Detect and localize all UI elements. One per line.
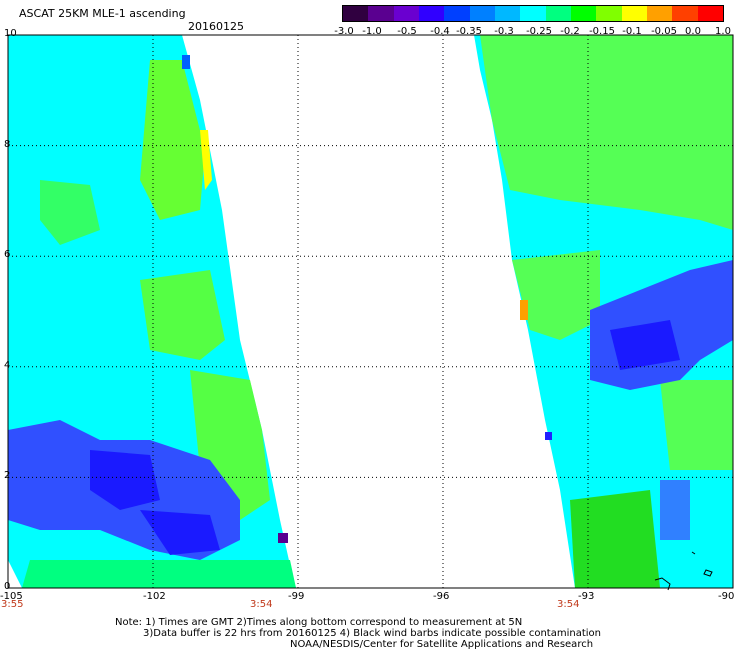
y-axis-tick-label: 0 bbox=[4, 581, 11, 592]
color-scale-label: -0.15 bbox=[589, 26, 615, 37]
color-scale-swatch bbox=[368, 6, 394, 21]
left-swath-patch bbox=[22, 560, 296, 588]
color-scale-label: 1.0 bbox=[715, 26, 731, 37]
map-date: 20160125 bbox=[188, 20, 244, 33]
color-scale-swatch bbox=[697, 6, 723, 21]
color-scale-label: 0.0 bbox=[685, 26, 701, 37]
color-scale-swatch bbox=[545, 6, 571, 21]
y-axis-tick-label: 10 bbox=[4, 28, 17, 39]
x-axis-tick-label: -96 bbox=[433, 591, 450, 602]
color-scale-swatch bbox=[418, 6, 445, 21]
right-swath-patch bbox=[512, 250, 600, 340]
x-axis-tick-label: -102 bbox=[143, 591, 166, 602]
time-right-start: 3:54 bbox=[557, 599, 580, 610]
plot-frame bbox=[7, 34, 734, 589]
color-scale-labels: -3.0 -1.0 -0.5 -0.4 -0.35 -0.3 -0.25 -0.2 -0.15-… bbox=[330, 26, 740, 38]
note-line-3: NOAA/NESDIS/Center for Satellite Applica… bbox=[290, 639, 594, 650]
grid-lines bbox=[8, 35, 733, 588]
data-swaths bbox=[8, 35, 733, 588]
right-swath-blue bbox=[610, 320, 680, 370]
color-scale-swatch bbox=[343, 6, 369, 21]
color-scale-bar bbox=[342, 5, 724, 22]
left-swath-patch bbox=[40, 180, 100, 245]
color-scale-swatch bbox=[444, 6, 470, 21]
color-scale-label: -1.0 bbox=[362, 26, 382, 37]
left-swath-blue bbox=[90, 450, 160, 510]
left-swath-pixel bbox=[182, 55, 190, 69]
note-line-1: Note: 1) Times are GMT 2)Times along bot… bbox=[115, 617, 523, 628]
color-scale-label: -0.3 bbox=[494, 26, 514, 37]
color-scale-swatch bbox=[520, 6, 546, 21]
color-scale-swatch bbox=[646, 6, 673, 21]
color-scale-swatch bbox=[596, 6, 622, 21]
color-scale-label: -0.2 bbox=[560, 26, 580, 37]
color-scale-label: -0.35 bbox=[456, 26, 482, 37]
color-scale-swatch bbox=[672, 6, 698, 21]
color-scale-label: -0.1 bbox=[622, 26, 642, 37]
right-swath-patch bbox=[660, 380, 733, 470]
color-scale-swatch bbox=[621, 6, 647, 21]
x-axis-tick-label: -93 bbox=[578, 591, 595, 602]
x-axis-tick-label: -90 bbox=[718, 591, 735, 602]
time-left-end: 3:54 bbox=[250, 599, 273, 610]
note-line-2: 3)Data buffer is 22 hrs from 20160125 4)… bbox=[143, 628, 601, 639]
right-swath-pixel bbox=[520, 300, 528, 320]
coastline bbox=[654, 551, 713, 591]
color-scale-swatch bbox=[393, 6, 419, 21]
color-scale-label: -0.4 bbox=[430, 26, 450, 37]
color-scale-label: -0.05 bbox=[651, 26, 677, 37]
right-swath-blue bbox=[660, 480, 690, 540]
x-axis-tick-label: -105 bbox=[0, 591, 23, 602]
left-swath-patch bbox=[200, 130, 212, 190]
right-swath-patch bbox=[570, 490, 660, 588]
left-swath-patch bbox=[140, 270, 225, 360]
color-scale-swatch bbox=[494, 6, 521, 21]
left-swath-patch bbox=[140, 60, 205, 220]
y-axis-tick-label: 8 bbox=[4, 138, 11, 150]
color-scale-swatch bbox=[570, 6, 597, 21]
color-scale-label: -0.5 bbox=[397, 26, 417, 37]
x-axis-tick-label: -99 bbox=[288, 591, 305, 602]
y-axis-tick-label: 6 bbox=[4, 249, 11, 261]
y-axis-tick-label: 2 bbox=[4, 470, 11, 482]
color-scale-swatch bbox=[469, 6, 495, 21]
left-swath-blue bbox=[140, 510, 220, 555]
left-swath-pixel bbox=[278, 533, 288, 543]
color-scale-label: -3.0 bbox=[334, 26, 354, 37]
y-axis-tick-label: 4 bbox=[4, 359, 11, 371]
map-title: ASCAT 25KM MLE-1 ascending bbox=[19, 7, 186, 20]
time-left-start: 3:55 bbox=[1, 599, 24, 610]
color-scale-label: -0.25 bbox=[526, 26, 552, 37]
right-swath-pixel bbox=[545, 432, 552, 440]
right-swath-patch bbox=[480, 35, 733, 230]
